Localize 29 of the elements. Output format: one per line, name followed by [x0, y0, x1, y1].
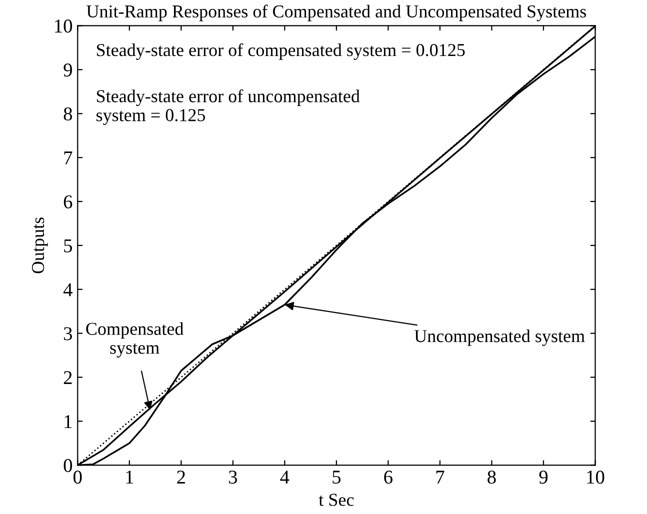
y-tick-label: 8 — [64, 107, 72, 121]
x-tick-label: 3 — [228, 470, 238, 484]
annotation: Compensated system — [86, 322, 184, 358]
y-tick-label: 0 — [64, 458, 72, 472]
y-tick-label: 2 — [64, 371, 72, 384]
chart-title: Unit-Ramp Responses of Compensated and Uncompensated Systems — [86, 4, 586, 22]
annotation: Steady-state error of uncompensated system = 0.125 — [96, 89, 360, 125]
y-tick-label: 5 — [64, 239, 72, 252]
x-tick-label: 2 — [177, 470, 185, 484]
y-tick-label: 10 — [55, 20, 72, 33]
x-tick-label: 5 — [332, 470, 341, 484]
x-tick-label: 7 — [436, 470, 444, 484]
y-axis-title: Outputs — [32, 218, 48, 274]
x-tick-label: 1 — [126, 470, 134, 484]
x-tick-label: 10 — [587, 470, 604, 484]
x-tick-label: 0 — [74, 470, 82, 484]
y-tick-label: 6 — [64, 195, 72, 208]
x-tick-label: 4 — [280, 470, 290, 484]
y-tick-label: 4 — [63, 283, 72, 296]
y-tick-label: 1 — [64, 415, 72, 428]
annotation: Uncompensated system — [414, 330, 585, 346]
annotation: Steady-state error of compensated system = 0.0125 — [96, 43, 465, 60]
y-tick-label: 7 — [64, 152, 72, 164]
x-tick-label: 9 — [539, 470, 548, 484]
y-tick-label: 9 — [64, 64, 72, 77]
x-tick-label: 6 — [384, 470, 392, 484]
y-tick-label: 3 — [64, 327, 72, 340]
x-axis-title: t Sec — [318, 494, 354, 506]
x-tick-label: 8 — [488, 470, 496, 484]
